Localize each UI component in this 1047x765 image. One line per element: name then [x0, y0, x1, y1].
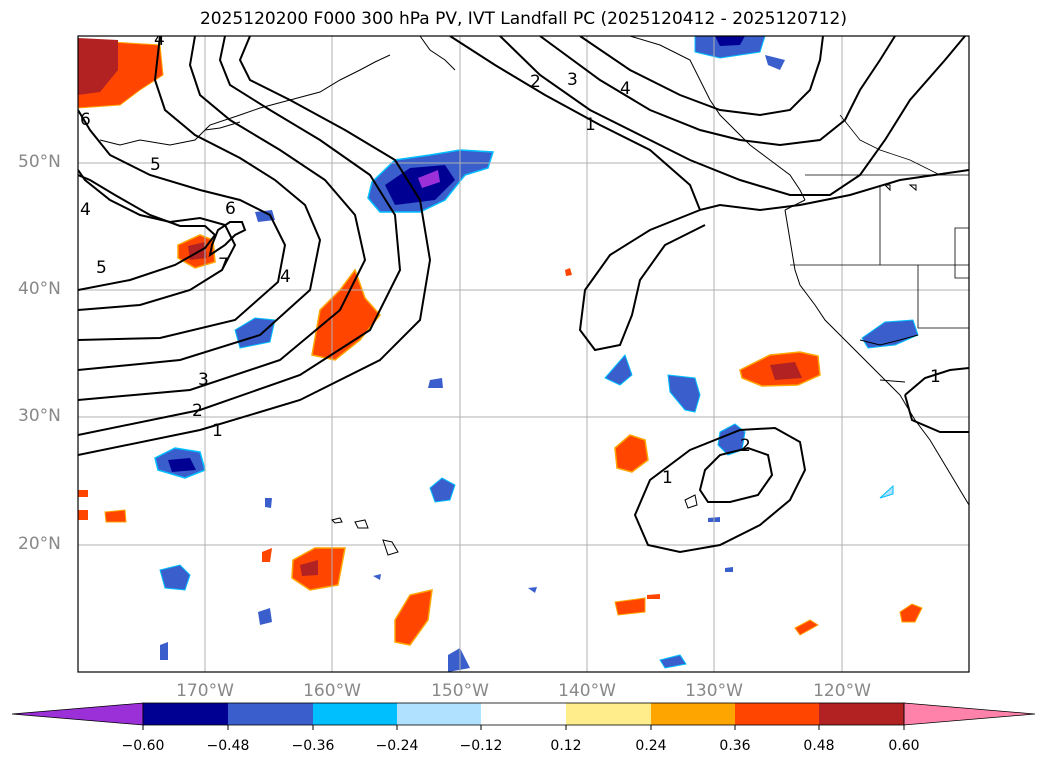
colorbar-tick-label: −0.36 — [291, 738, 335, 754]
colorbar-tick-label: 0.60 — [888, 738, 920, 754]
lon-label: 160°W — [303, 681, 361, 701]
contour-label: 6 — [80, 110, 91, 130]
colorbar-low-extension — [11, 702, 144, 726]
contour-label: 1 — [212, 421, 223, 441]
contour-label: 6 — [225, 199, 236, 219]
ivt-contours — [78, 36, 969, 554]
colorbar-high-extension — [903, 702, 1036, 726]
colorbar-tick-label: −0.48 — [206, 738, 250, 754]
colorbar-swatch — [819, 703, 904, 725]
lat-label: 40°N — [18, 279, 61, 299]
colorbar-swatch — [651, 703, 735, 725]
gridlines — [78, 36, 969, 672]
contour-label: 1 — [662, 468, 673, 488]
contour-label: 5 — [150, 155, 161, 175]
lat-label: 30°N — [18, 406, 61, 426]
colorbar-swatch — [481, 703, 566, 725]
contour-label: 3 — [567, 70, 578, 90]
contour-labels: 4 6 5 4 5 6 7 4 3 2 1 2 3 4 1 1 2 1 — [80, 30, 941, 488]
contour-label: 1 — [585, 115, 596, 135]
plot-frame — [77, 35, 970, 673]
contour-label: 4 — [280, 267, 291, 287]
colorbar-swatch — [566, 703, 651, 725]
contour-label: 4 — [80, 200, 91, 220]
contour-label: 2 — [740, 436, 751, 456]
colorbar-tick-label: −0.24 — [375, 738, 419, 754]
lon-label: 140°W — [558, 681, 616, 701]
colorbar-swatch — [228, 703, 313, 725]
lon-label: 150°W — [431, 681, 489, 701]
map-title: 2025120200 F000 300 hPa PV, IVT Landfall… — [199, 9, 847, 29]
lon-label: 170°W — [176, 681, 234, 701]
contour-label: 3 — [198, 370, 209, 390]
colorbar-tick-label: −0.12 — [459, 738, 503, 754]
contour-label: 4 — [620, 79, 631, 99]
contour-label: 5 — [96, 258, 107, 278]
colorbar-tick-label: 0.48 — [803, 738, 835, 754]
coastline — [99, 36, 969, 506]
colorbar-swatch — [143, 703, 228, 725]
contour-label: 7 — [218, 255, 229, 275]
colorbar-tick-label: 0.24 — [635, 738, 667, 754]
lat-label: 50°N — [18, 152, 61, 172]
contour-label: 4 — [154, 30, 165, 50]
islands — [331, 184, 917, 556]
colorbar-swatch — [397, 703, 481, 725]
colorbar-swatch — [313, 703, 397, 725]
contour-label: 1 — [930, 367, 941, 387]
colorbar-swatch — [735, 703, 819, 725]
colorbar — [11, 702, 1036, 730]
borders — [790, 114, 969, 329]
contour-label: 2 — [192, 401, 203, 421]
colorbar-tick-label: 0.12 — [550, 738, 582, 754]
colorbar-tick-label: −0.60 — [121, 738, 165, 754]
lon-label: 130°W — [685, 681, 743, 701]
colorbar-tick-label: 0.36 — [719, 738, 751, 754]
lat-label: 20°N — [18, 534, 61, 554]
contour-label: 2 — [530, 72, 541, 92]
lon-label: 120°W — [813, 681, 871, 701]
